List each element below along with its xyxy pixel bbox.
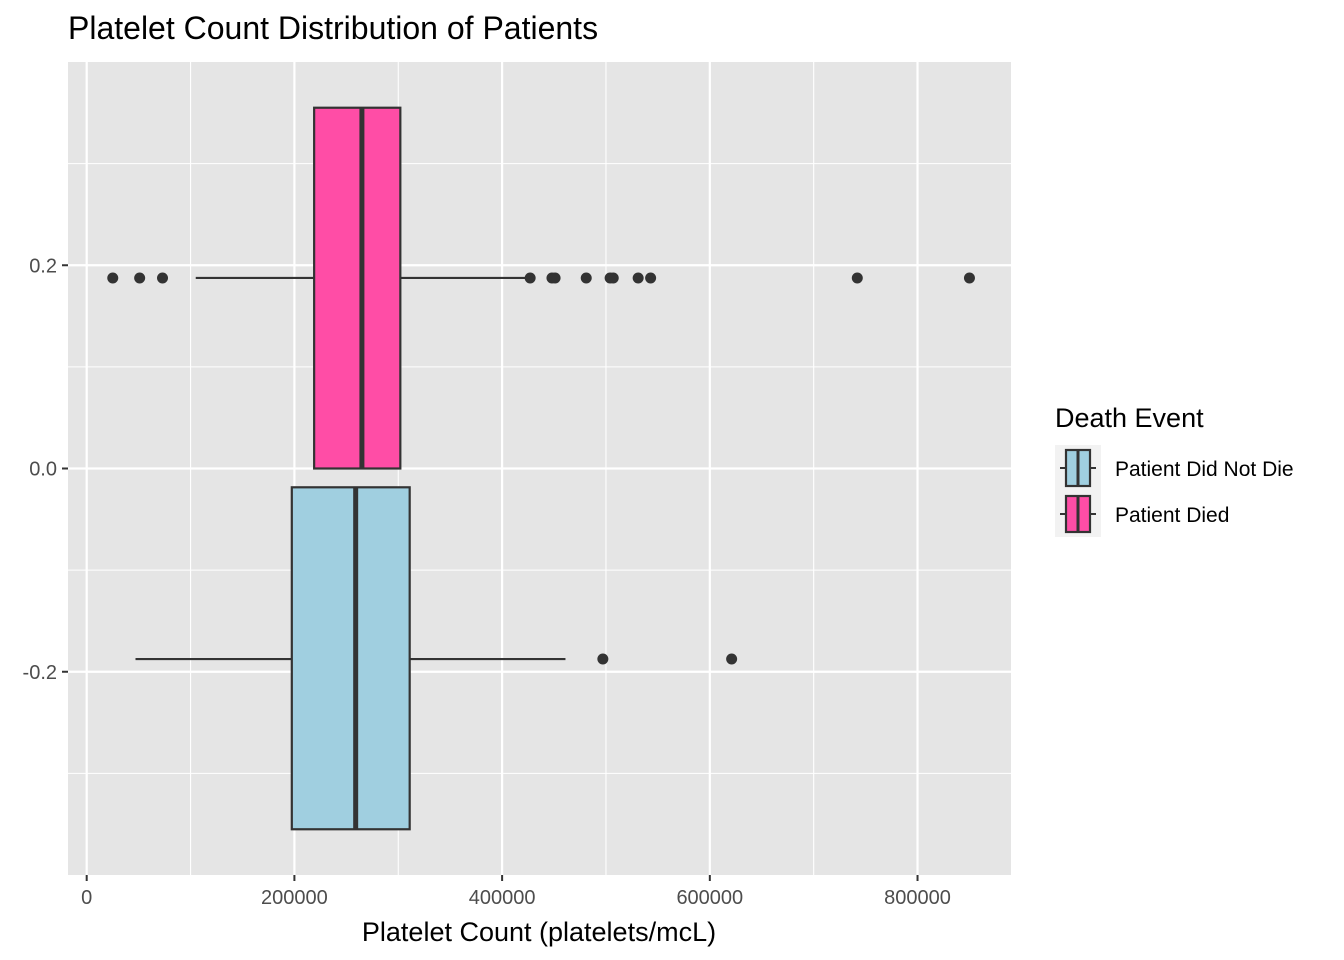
outlier-point — [134, 272, 146, 284]
legend-item: Patient Did Not Die — [1055, 445, 1294, 491]
x-axis-title: Platelet Count (platelets/mcL) — [362, 917, 716, 947]
outlier-point — [645, 272, 657, 284]
legend-label: Patient Did Not Die — [1115, 458, 1294, 481]
axes: 0 200000 400000 600000 800000 -0.2 0.0 0.2 — [23, 255, 951, 909]
legend-title: Death Event — [1055, 403, 1204, 433]
outlier-point — [597, 653, 609, 665]
legend-label: Patient Died — [1115, 504, 1229, 527]
outlier-point — [549, 272, 561, 284]
outlier-point — [607, 272, 619, 284]
x-tick-label: 800000 — [884, 887, 951, 909]
y-tick-label: 0.0 — [29, 459, 57, 481]
y-tick-label: -0.2 — [23, 662, 57, 684]
boxplot-patient-did-not-die — [135, 486, 738, 831]
x-tick-label: 600000 — [676, 887, 743, 909]
box — [290, 486, 411, 831]
outlier-point — [580, 272, 592, 284]
chart-marks — [107, 106, 975, 831]
outlier-point — [726, 653, 738, 665]
outlier-point — [963, 272, 975, 284]
x-tick-label: 200000 — [261, 887, 328, 909]
outlier-point — [851, 272, 863, 284]
outlier-point — [107, 272, 119, 284]
legend-item: Patient Died — [1055, 491, 1229, 537]
y-tick-label: 0.2 — [29, 255, 57, 277]
outlier-point — [632, 272, 644, 284]
outlier-point — [157, 272, 169, 284]
outlier-point — [524, 272, 536, 284]
box — [313, 106, 402, 470]
legend: Death Event Patient Did Not Die Patient D… — [1055, 403, 1294, 537]
boxplot-patient-died — [107, 106, 975, 470]
x-tick-label: 0 — [81, 887, 92, 909]
x-tick-label: 400000 — [469, 887, 536, 909]
chart-title: Platelet Count Distribution of Patients — [68, 10, 598, 46]
